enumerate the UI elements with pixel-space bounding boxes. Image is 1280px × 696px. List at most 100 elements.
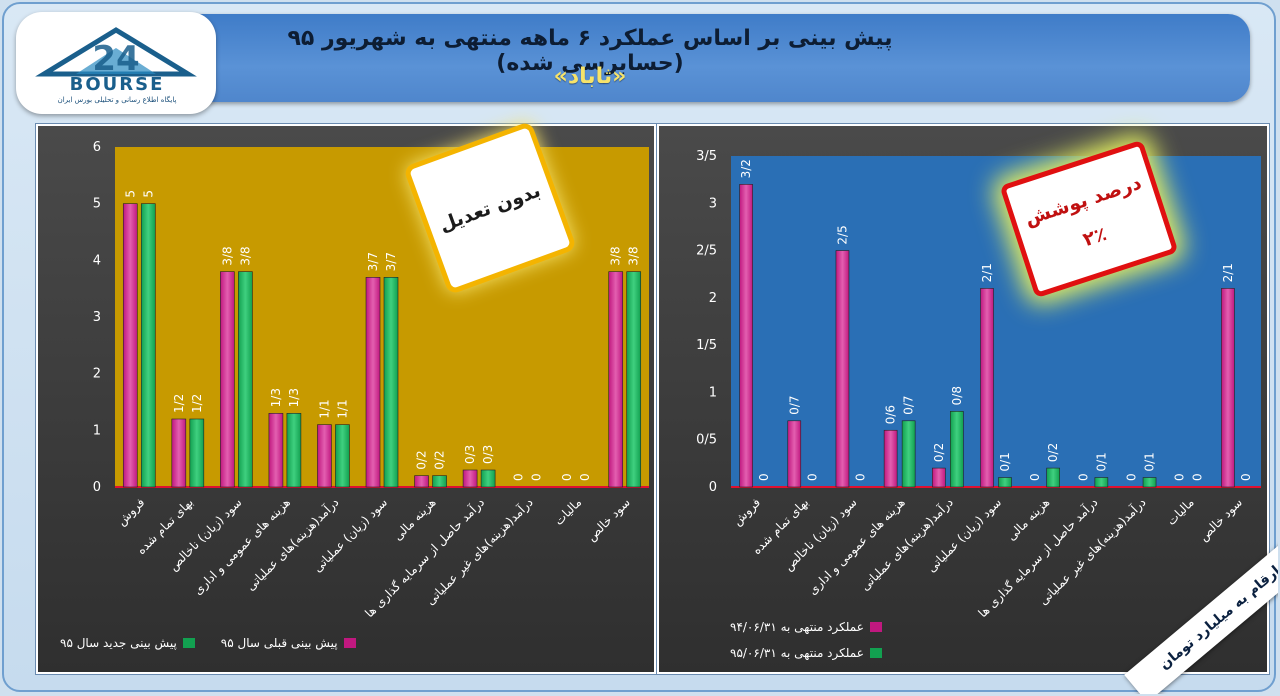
bar-data-label: 0/6 [884,405,898,424]
x-tick-label: هزینه مالی [1004,495,1053,544]
y-tick-label: 1 [709,385,717,400]
units-note: ارقام به میلیارد تومان [1124,533,1278,694]
page-title: پیش بینی بر اساس عملکرد ۶ ماهه منتهی به … [287,26,893,76]
x-tick-label: مالیات [1164,495,1197,528]
y-tick-label: 1 [93,423,101,438]
bar-data-label: 2/5 [835,225,849,244]
bar [1094,477,1109,488]
bar [189,418,205,488]
bar-data-label: 3/7 [384,252,398,271]
legend-marker-94 [869,622,882,632]
bar-data-label: 1/3 [269,388,283,407]
y-tick-label: 3 [709,196,717,211]
bar [480,469,496,488]
x-tick-label: هزینه های عمومی و اداری [805,495,908,598]
bar-data-label: 3/8 [627,246,641,265]
header-banner: پیش بینی بر اساس عملکرد ۶ ماهه منتهی به … [40,14,1250,102]
y-tick-label: 0 [709,480,717,495]
bar-data-label: 0/1 [998,452,1012,471]
y-tick-label: 2 [93,367,101,382]
bar [462,469,478,488]
bar [238,271,253,488]
bar [220,271,235,488]
y-tick-label: 0/5 [696,433,717,448]
y-tick-label: 2 [709,291,717,306]
logo-subtitle: پایگاه اطلاع رسانی و تحلیلی بورس ایران [57,96,177,104]
bar-data-label: 3/8 [220,246,234,265]
bar [608,271,624,488]
bar-data-label: 0/2 [1046,443,1060,462]
bar [122,203,138,488]
bar-data-label: 1/1 [335,399,349,418]
legend-marker-new-forecast [182,638,195,648]
y-tick-label: 0 [93,480,101,495]
x-tick-label: درآمد(هزینه)های عملیاتی [243,495,343,595]
bar-data-label: 0 [1028,473,1042,481]
logo-mark: 24 [35,27,197,79]
x-tick-label: درآمد(هزینه)های عملیاتی [857,495,957,595]
bar-data-label: 0/1 [1143,452,1157,471]
bar [365,277,381,488]
legend-marker-95 [869,648,882,658]
bar-data-label: 0 [805,473,819,481]
bar [998,477,1012,488]
bar [414,475,429,488]
company-symbol: «ثاباد» [553,64,627,89]
y-tick-label: 5 [93,197,101,212]
bar [1142,477,1157,488]
bar [901,420,916,488]
bar-data-label: 0/3 [481,445,495,464]
bar [432,475,447,488]
bar [787,420,802,488]
bar [626,271,642,488]
x-tick-label: هزینه های عمومی و اداری [191,495,294,598]
bourse24-logo: 24 BOURSE پایگاه اطلاع رسانی و تحلیلی بو… [16,12,216,114]
bar [317,424,332,488]
bar-data-label: 1/2 [190,394,204,413]
bar-data-label: 0/1 [1094,452,1108,471]
bar-data-label: 0 [853,473,867,481]
bar [286,413,302,488]
y-tick-label: 3 [93,310,101,325]
bar [1221,288,1235,488]
legend-marker-old-forecast [343,638,356,648]
bar [883,429,898,488]
y-tick-label: 2/5 [696,244,717,259]
bar-data-label: 0 [1076,473,1090,481]
x-tick-label: هزینه مالی [391,495,440,544]
bar-data-label: 3/8 [609,246,623,265]
bar [140,203,156,488]
legend-label-94: عملکرد منتهی به ۹۴/۰۶/۳۱ [730,620,864,634]
bar [739,184,753,488]
bar [950,411,964,488]
bar-data-label: 0 [560,473,574,481]
bar [932,467,946,488]
bar-data-label: 3/7 [366,252,380,271]
y-tick-label: 4 [93,253,101,268]
bar-data-label: 0/8 [950,386,964,405]
y-tick-label: 1/5 [696,338,717,353]
bar-data-label: 0 [1125,473,1139,481]
y-tick-label: 3/5 [696,149,717,164]
bar-data-label: 0/2 [433,450,447,469]
bar-data-label: 0 [512,473,526,481]
x-tick-label: فروش [114,495,148,529]
bar-data-label: 5 [141,190,155,198]
bar [835,250,850,488]
bar-data-label: 0 [530,473,544,481]
bar-data-label: 5 [123,190,137,198]
bar-data-label: 0/2 [932,443,946,462]
coverage-value: ۲٪ [1080,223,1110,252]
bar-data-label: 0 [1239,473,1253,481]
bar-data-label: 0/7 [902,395,916,414]
logo-wordmark: BOURSE [69,74,165,95]
bar [268,413,284,488]
bar-data-label: 0/3 [463,445,477,464]
bar-data-label: 0 [1173,473,1187,481]
legend-label-old-forecast: پیش بینی قبلی سال ۹۵ [220,636,338,650]
corner-ribbon: ارقام به میلیارد تومان [1100,530,1278,694]
legend-label-new-forecast: پیش بینی جدید سال ۹۵ [60,636,177,650]
bar-data-label: 0/2 [415,450,429,469]
